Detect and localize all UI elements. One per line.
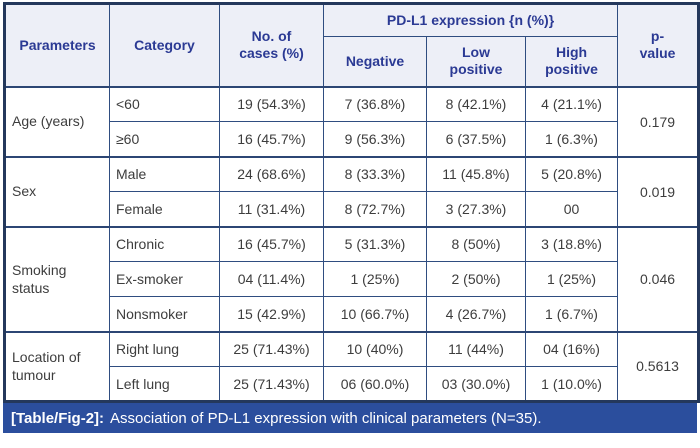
- p-value-location: 0.5613: [617, 330, 700, 402]
- figure-caption-label: [Table/Fig-2]:: [11, 409, 105, 427]
- header-no-of-cases: No. of cases (%): [219, 3, 324, 87]
- cases-cell: 15 (42.9%): [219, 296, 324, 332]
- cases-cell: 25 (71.43%): [219, 330, 324, 367]
- cases-cell: 16 (45.7%): [219, 225, 324, 262]
- cases-cell: 11 (31.4%): [219, 191, 324, 227]
- negative-cell: 8 (33.3%): [323, 155, 427, 192]
- low-positive-cell: 8 (42.1%): [426, 85, 526, 122]
- header-parameters: Parameters: [4, 3, 110, 87]
- table-row: Ex-smoker 04 (11.4%) 1 (25%) 2 (50%) 1 (…: [5, 261, 699, 297]
- category-cell: Female: [109, 191, 220, 227]
- p-value-sex: 0.019: [617, 155, 700, 227]
- table-row: Smoking status Chronic 16 (45.7%) 5 (31.…: [4, 225, 700, 332]
- cases-cell: 19 (54.3%): [219, 85, 324, 122]
- category-cell: Left lung: [109, 366, 220, 402]
- low-positive-cell: 2 (50%): [426, 261, 526, 297]
- category-cell: Right lung: [109, 330, 220, 367]
- cases-cell: 04 (11.4%): [219, 261, 324, 297]
- header-category: Category: [109, 3, 220, 87]
- header-pdl1-expression-group: PD-L1 expression {n (%)}: [322, 3, 619, 37]
- header-p-value: p- value: [617, 3, 700, 87]
- negative-cell: 06 (60.0%): [323, 366, 427, 402]
- table-row: Age (years) <60 19 (54.3%) 7 (36.8%) 8 (…: [4, 85, 700, 157]
- figure-caption-bar: [Table/Fig-2]: Association of PD-L1 expr…: [3, 403, 697, 433]
- negative-cell: 8 (72.7%): [323, 191, 427, 227]
- high-positive-cell: 3 (18.8%): [524, 225, 619, 262]
- negative-cell: 1 (25%): [323, 261, 427, 297]
- p-value-age: 0.179: [617, 85, 700, 157]
- high-positive-cell: 1 (6.7%): [524, 296, 619, 332]
- low-positive-cell: 3 (27.3%): [426, 191, 526, 227]
- high-positive-cell: 00: [524, 191, 619, 227]
- low-positive-cell: 03 (30.0%): [426, 366, 526, 402]
- table-row: ≥60 16 (45.7%) 9 (56.3%) 6 (37.5%) 1 (6.…: [5, 121, 699, 157]
- category-cell: Male: [109, 155, 220, 192]
- negative-cell: 9 (56.3%): [323, 121, 427, 157]
- parameter-sex: Sex: [4, 155, 110, 227]
- p-value-smoking: 0.046: [617, 225, 700, 332]
- header-high-positive: High positive: [524, 36, 619, 88]
- negative-cell: 5 (31.3%): [323, 225, 427, 262]
- category-cell: Nonsmoker: [109, 296, 220, 332]
- table-body: Age (years) <60 19 (54.3%) 7 (36.8%) 8 (…: [4, 85, 700, 402]
- table-row: Female 11 (31.4%) 8 (72.7%) 3 (27.3%) 00: [5, 191, 699, 227]
- cases-cell: 24 (68.6%): [219, 155, 324, 192]
- table-row: Left lung 25 (71.43%) 06 (60.0%) 03 (30.…: [5, 366, 699, 402]
- category-cell: Chronic: [109, 225, 220, 262]
- parameter-tumour-location: Location of tumour: [4, 330, 110, 402]
- low-positive-cell: 6 (37.5%): [426, 121, 526, 157]
- low-positive-cell: 11 (44%): [426, 330, 526, 367]
- high-positive-cell: 04 (16%): [524, 330, 619, 367]
- high-positive-cell: 4 (21.1%): [524, 85, 619, 122]
- high-positive-cell: 1 (6.3%): [524, 121, 619, 157]
- header-negative: Negative: [323, 36, 427, 88]
- negative-cell: 10 (40%): [323, 330, 427, 367]
- table-row: Location of tumour Right lung 25 (71.43%…: [4, 330, 700, 402]
- negative-cell: 10 (66.7%): [323, 296, 427, 332]
- category-cell: Ex-smoker: [109, 261, 220, 297]
- table-row: Nonsmoker 15 (42.9%) 10 (66.7%) 4 (26.7%…: [5, 296, 699, 332]
- table-header: Parameters Category No. of cases (%) PD-…: [4, 3, 700, 88]
- category-cell: ≥60: [109, 121, 220, 157]
- category-cell: <60: [109, 85, 220, 122]
- pdl1-association-table: Parameters Category No. of cases (%) PD-…: [3, 2, 700, 403]
- low-positive-cell: 8 (50%): [426, 225, 526, 262]
- table-row: Sex Male 24 (68.6%) 8 (33.3%) 11 (45.8%)…: [4, 155, 700, 227]
- high-positive-cell: 1 (25%): [524, 261, 619, 297]
- parameter-smoking-status: Smoking status: [4, 225, 110, 332]
- low-positive-cell: 11 (45.8%): [426, 155, 526, 192]
- low-positive-cell: 4 (26.7%): [426, 296, 526, 332]
- parameter-age: Age (years): [4, 85, 110, 157]
- cases-cell: 16 (45.7%): [219, 121, 324, 157]
- cases-cell: 25 (71.43%): [219, 366, 324, 402]
- high-positive-cell: 5 (20.8%): [524, 155, 619, 192]
- high-positive-cell: 1 (10.0%): [524, 366, 619, 402]
- figure-caption-text: Association of PD-L1 expression with cli…: [110, 409, 542, 427]
- negative-cell: 7 (36.8%): [323, 85, 427, 122]
- header-low-positive: Low positive: [426, 36, 526, 88]
